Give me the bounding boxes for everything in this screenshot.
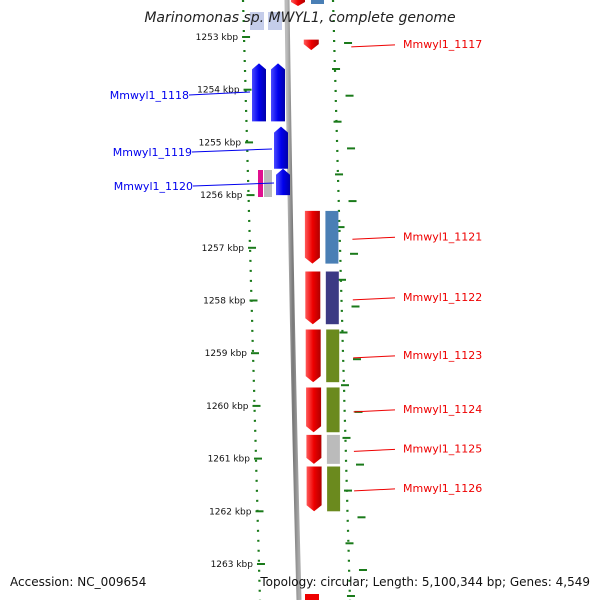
tick-label: 1261 kbp xyxy=(208,455,251,465)
gene-arrow-reverse xyxy=(291,0,305,6)
gene-label-leader xyxy=(353,355,396,359)
cog-box xyxy=(268,12,282,30)
gene-label: Mmwyl1_1121 xyxy=(403,230,482,243)
map-title: Marinomonas sp. MWYL1, complete genome xyxy=(144,10,456,26)
gene-arrow-reverse xyxy=(306,434,322,464)
accession-text: Accession: NC_009654 xyxy=(10,575,147,589)
gene-label-layer: Mmwyl1_1117 Mmwyl1_1118 Mmwyl1_1119 Mmwyl1_… xyxy=(110,38,483,495)
tick-label: 1259 kbp xyxy=(205,349,248,359)
gene-label: Mmwyl1_1124 xyxy=(403,403,482,416)
cog-box xyxy=(250,12,264,30)
gene-label: Mmwyl1_1122 xyxy=(403,291,482,304)
tick-label: 1255 kbp xyxy=(199,138,242,148)
cog-box xyxy=(325,271,339,325)
outer-ruler xyxy=(331,0,352,600)
gene-label-leader xyxy=(351,44,396,48)
ruler-layer xyxy=(241,0,367,600)
tick-label: 1254 kbp xyxy=(197,86,240,96)
gene-arrow-reverse xyxy=(304,210,320,264)
dna-backbone xyxy=(284,0,302,600)
gene-arrow-reverse xyxy=(303,39,319,51)
tick-label: 1257 kbp xyxy=(202,244,245,254)
gene-label-leader xyxy=(354,488,396,492)
gene-label-leader xyxy=(353,448,396,452)
cog-box xyxy=(311,0,324,4)
gene-label: Mmwyl1_1117 xyxy=(403,38,482,51)
gene-label-leader xyxy=(352,297,396,301)
gene-label-leader xyxy=(191,148,273,153)
gene-label: Mmwyl1_1126 xyxy=(403,482,482,495)
gene-label: Mmwyl1_1119 xyxy=(113,146,192,159)
gene-label: Mmwyl1_1123 xyxy=(403,349,482,362)
gene-arrow-forward xyxy=(271,63,285,122)
tick-label: 1263 kbp xyxy=(211,560,254,570)
gene-arrow-forward xyxy=(252,63,266,122)
tick-label: 1253 kbp xyxy=(196,33,239,43)
tick-label: 1262 kbp xyxy=(209,507,252,517)
gene-label-leader xyxy=(352,236,396,240)
gene-label-leader xyxy=(353,409,396,413)
genome-summary-text: Topology: circular; Length: 5,100,344 bp… xyxy=(260,575,590,589)
cog-box xyxy=(326,387,340,433)
gene-label: Mmwyl1_1120 xyxy=(114,180,193,193)
cog-box xyxy=(326,434,340,464)
backbone-line xyxy=(284,0,302,600)
gene-label: Mmwyl1_1125 xyxy=(403,442,482,455)
gene-arrow-reverse xyxy=(305,329,321,383)
tick-label: 1260 kbp xyxy=(206,402,249,412)
cog-box xyxy=(326,329,340,383)
gene-arrow-forward xyxy=(274,126,288,169)
gene-arrow-reverse xyxy=(306,466,322,512)
gene-label: Mmwyl1_1118 xyxy=(110,89,189,102)
cog-box xyxy=(327,466,341,512)
gene-arrow-reverse xyxy=(305,594,319,600)
gene-label-leader xyxy=(188,91,251,96)
gene-label-leader xyxy=(192,182,275,187)
gene-layer xyxy=(252,0,322,600)
gene-arrow-reverse xyxy=(305,271,321,325)
tick-label: 1256 kbp xyxy=(200,191,243,201)
gene-arrow-reverse xyxy=(306,387,322,433)
cog-box xyxy=(325,210,339,264)
tick-label: 1258 kbp xyxy=(203,297,246,307)
tick-label-layer: 1253 kbp 1254 kbp 1255 kbp 1256 kbp 1257 kbp… xyxy=(196,33,254,570)
gene-arrow-forward xyxy=(276,168,290,196)
